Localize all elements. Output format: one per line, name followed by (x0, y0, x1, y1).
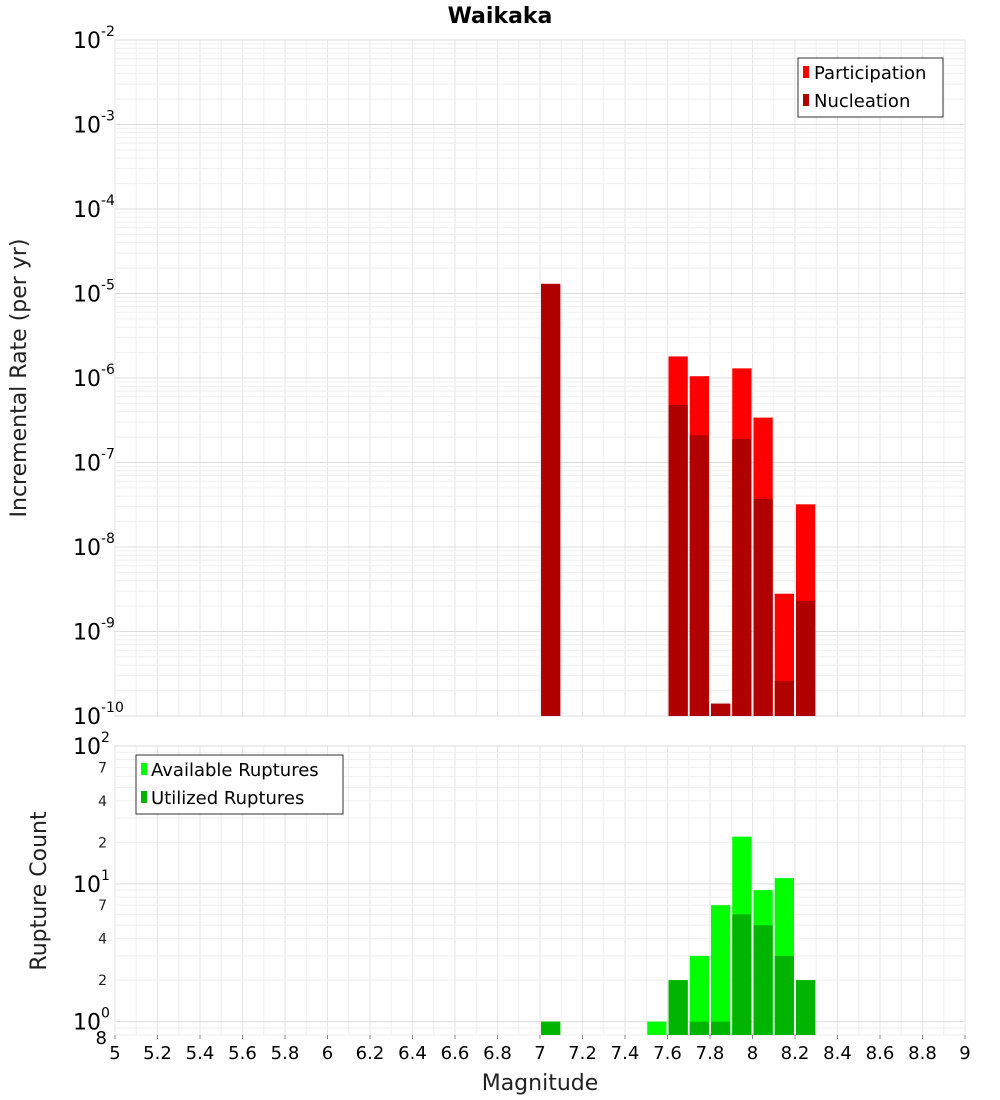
count-y-minor-tick-label: 7 (98, 898, 107, 914)
utilized-ruptures-legend-swatch (141, 791, 147, 803)
x-tick-label: 8 (747, 1043, 758, 1064)
count-available-ruptures-bar (647, 1021, 667, 1035)
count-y-tick-label: 102 (73, 730, 110, 760)
x-tick-label: 8.8 (908, 1043, 937, 1064)
rate-y-tick-label: 10-6 (73, 362, 115, 392)
rate-y-tick-label: 10-8 (73, 531, 115, 561)
x-tick-label: 5 (109, 1043, 120, 1064)
rate-gridlines (114, 39, 966, 717)
rate-y-tick-label: 10-2 (73, 24, 115, 54)
count-utilized-ruptures-bar (711, 1021, 731, 1035)
x-tick-label: 5.4 (186, 1043, 215, 1064)
rate-y-tick-label: 10-3 (73, 109, 115, 139)
rate-nucleation-bar (732, 438, 752, 716)
nucleation-legend-swatch (803, 94, 809, 106)
rate-nucleation-bar (774, 680, 794, 716)
x-tick-label: 8.2 (781, 1043, 810, 1064)
rate-y-axis-label: Incremental Rate (per yr) (7, 239, 32, 518)
count-utilized-ruptures-bar (668, 980, 688, 1035)
count-panel: 100 101 102 8 2 4 7 2 4 7 5 5.2 5.4 5.6 5.8 6 6.2 6.4 6.6… (27, 730, 971, 1096)
count-y-minor-tick-label: 2 (98, 835, 107, 851)
rate-nucleation-bar (689, 435, 709, 716)
rate-y-tick-label: 10-5 (73, 278, 115, 308)
count-y-axis-label: Rupture Count (27, 811, 52, 971)
x-tick-label: 7 (534, 1043, 545, 1064)
x-tick-label: 7.2 (568, 1043, 597, 1064)
rate-panel: 10-10 10-9 10-8 10-7 10-6 10-5 10-4 10-3 10-2 In… (7, 24, 966, 730)
count-y-minor-tick-label: 4 (98, 932, 107, 948)
x-tick-label: 5.2 (143, 1043, 172, 1064)
x-tick-label: 9 (959, 1043, 970, 1064)
x-tick-label: 6.6 (441, 1043, 470, 1064)
rate-y-ticks: 10-10 10-9 10-8 10-7 10-6 10-5 10-4 10-3 10-2 (73, 24, 124, 730)
x-tick-label: 6.8 (483, 1043, 512, 1064)
x-tick-label: 7.8 (696, 1043, 725, 1064)
count-utilized-ruptures-bar (541, 1021, 561, 1035)
count-utilized-ruptures-bar (732, 914, 752, 1035)
rate-y-tick-label: 10-7 (73, 447, 115, 477)
count-bars (541, 836, 816, 1035)
rate-legend: Participation Nucleation (797, 57, 944, 118)
x-tick-label: 6 (322, 1043, 333, 1064)
x-tick-label: 7.4 (611, 1043, 640, 1064)
rate-nucleation-bar (541, 283, 561, 716)
participation-legend-swatch (803, 66, 809, 78)
participation-legend-label: Participation (814, 63, 926, 84)
rate-bars (541, 283, 816, 716)
x-tick-label: 8.4 (823, 1043, 852, 1064)
count-available-ruptures-bar (711, 905, 731, 1035)
x-tick-label: 6.2 (356, 1043, 385, 1064)
x-tick-label: 8.6 (866, 1043, 895, 1064)
magnitude-x-ticks: 5 5.2 5.4 5.6 5.8 6 6.2 6.4 6.6 6.8 7 7.2 7.4 7.6 7.8 8… (109, 1035, 971, 1064)
x-tick-label: 5.8 (271, 1043, 300, 1064)
rate-y-tick-label: 10-9 (73, 616, 115, 646)
count-y-minor-tick-label: 2 (98, 973, 107, 989)
x-tick-label: 7.6 (653, 1043, 682, 1064)
count-y-tick-label: 101 (73, 868, 110, 898)
x-tick-label: 5.6 (228, 1043, 257, 1064)
count-utilized-ruptures-bar (774, 955, 794, 1035)
nucleation-legend-label: Nucleation (814, 91, 910, 112)
available-ruptures-legend-swatch (141, 763, 147, 775)
x-tick-label: 6.4 (398, 1043, 427, 1064)
count-y-ticks: 100 101 102 8 2 4 7 2 4 7 (73, 730, 110, 1049)
rate-y-tick-label: 10-10 (73, 700, 124, 730)
count-legend-box (135, 754, 344, 815)
rate-nucleation-bar (711, 703, 731, 716)
count-y-minor-tick-label: 7 (98, 760, 107, 776)
rate-nucleation-bar (668, 404, 688, 716)
count-utilized-ruptures-bar (796, 980, 816, 1035)
count-y-minor-tick-label: 4 (98, 794, 107, 810)
available-ruptures-legend-label: Available Ruptures (151, 760, 319, 781)
count-utilized-ruptures-bar (689, 1021, 709, 1035)
count-utilized-ruptures-bar (753, 925, 773, 1035)
count-available-ruptures-bar (689, 955, 709, 1035)
rate-legend-box (797, 57, 944, 118)
count-legend: Available Ruptures Utilized Ruptures (135, 754, 344, 815)
count-y-tick-label: 100 (73, 1006, 110, 1036)
rate-nucleation-bar (796, 600, 816, 716)
utilized-ruptures-legend-label: Utilized Ruptures (151, 788, 304, 809)
chart-title: Waikaka (448, 4, 553, 29)
count-y-minor-tick-label: 8 (96, 1028, 107, 1049)
rate-nucleation-bar (753, 498, 773, 716)
rate-y-tick-label: 10-4 (73, 193, 115, 223)
x-axis-label: Magnitude (482, 1071, 599, 1096)
